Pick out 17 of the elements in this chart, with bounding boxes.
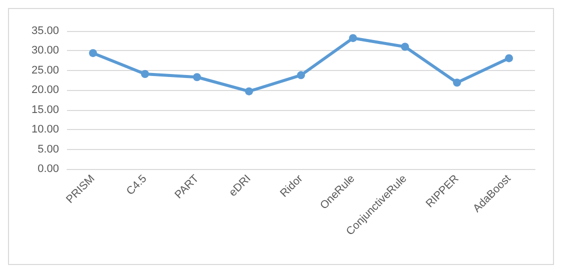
y-tick-label: 5.00 [38, 143, 59, 156]
point [141, 70, 149, 78]
point [193, 73, 201, 82]
point [297, 71, 305, 80]
y-tick-label: 0.00 [38, 163, 59, 175]
y-tick-label: 20.00 [31, 84, 59, 96]
point [89, 49, 97, 58]
y-tick-label: 15.00 [31, 104, 59, 116]
point [245, 87, 253, 96]
y-tick-label: 25.00 [31, 64, 59, 76]
point [505, 54, 513, 62]
y-tick-label: 30.00 [31, 44, 59, 57]
point [349, 34, 357, 42]
y-tick-label: 35.00 [31, 25, 59, 37]
point [401, 42, 409, 51]
point [453, 78, 461, 87]
y-tick-label: 10.00 [31, 124, 59, 136]
